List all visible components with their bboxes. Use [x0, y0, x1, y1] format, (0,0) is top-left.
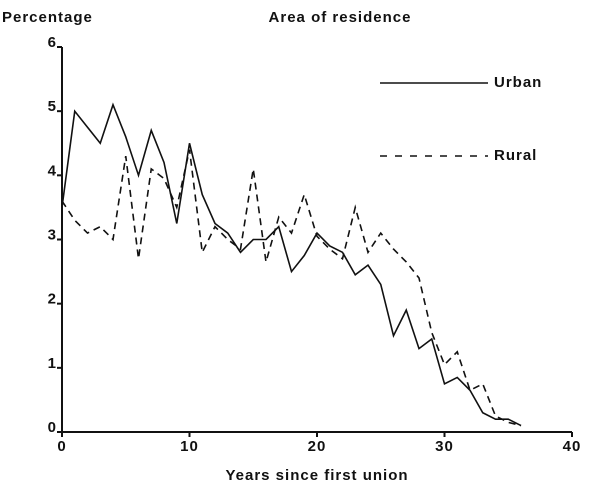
series-line — [61, 102, 522, 427]
x-tick-label: 20 — [308, 438, 327, 455]
x-tick-label: 10 — [180, 438, 199, 455]
x-tick-label: 40 — [563, 438, 582, 455]
x-tick-label: 0 — [57, 438, 66, 455]
y-tick-label: 4 — [48, 162, 57, 179]
y-tick-label: 2 — [48, 291, 57, 308]
chart-title: Area of residence — [269, 9, 412, 26]
series-line — [61, 149, 522, 427]
x-tick-label: 30 — [435, 438, 454, 455]
legend-label: Urban — [494, 74, 542, 91]
y-tick-label: 3 — [48, 226, 57, 243]
legend-label: Rural — [494, 147, 537, 164]
y-tick-label: 6 — [48, 34, 57, 51]
y-tick-label: 1 — [48, 355, 57, 372]
x-axis-label: Years since first union — [225, 467, 408, 484]
y-axis-label: Percentage — [2, 9, 93, 26]
y-tick-label: 5 — [48, 98, 57, 115]
y-tick-label: 0 — [48, 419, 57, 436]
